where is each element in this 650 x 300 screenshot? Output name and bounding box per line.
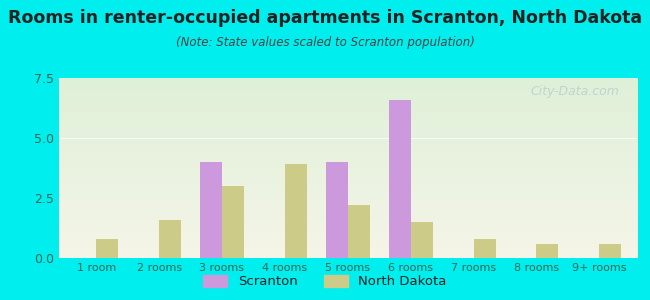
Bar [222, 186, 244, 258]
Bar [159, 220, 181, 258]
Bar [200, 162, 222, 258]
Bar [389, 100, 411, 258]
Bar [96, 239, 118, 258]
Bar [285, 164, 307, 258]
Bar [473, 239, 495, 258]
Bar [536, 244, 558, 258]
Text: Rooms in renter-occupied apartments in Scranton, North Dakota: Rooms in renter-occupied apartments in S… [8, 9, 642, 27]
Bar [348, 205, 370, 258]
Legend: Scranton, North Dakota: Scranton, North Dakota [198, 269, 452, 293]
Bar [411, 222, 433, 258]
Text: City-Data.com: City-Data.com [531, 85, 619, 98]
Text: (Note: State values scaled to Scranton population): (Note: State values scaled to Scranton p… [176, 36, 474, 49]
Bar [599, 244, 621, 258]
Bar [326, 162, 348, 258]
